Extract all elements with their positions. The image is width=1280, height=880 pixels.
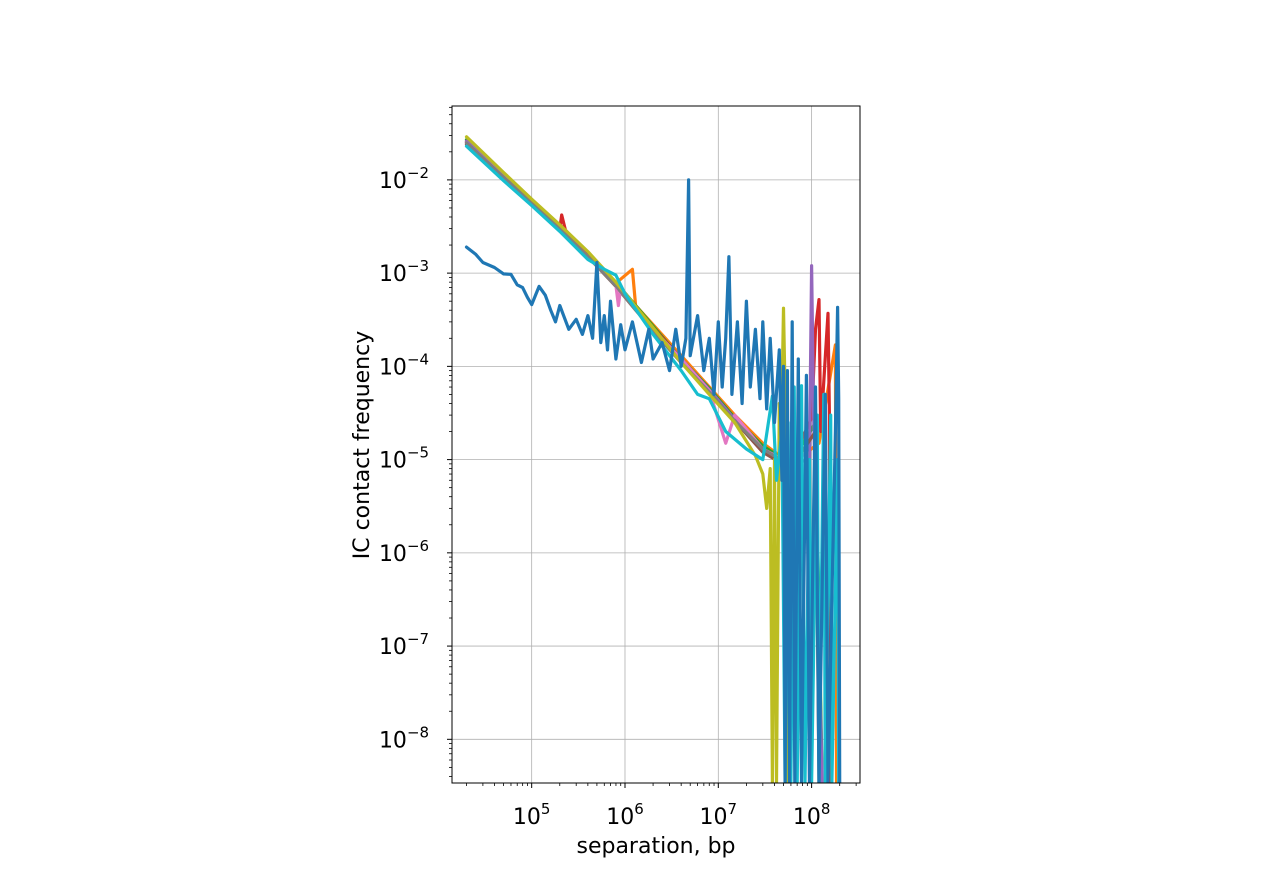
series-layer (464, 135, 842, 783)
x-axis-label: separation, bp (576, 834, 735, 859)
x-tick-label: 107 (700, 800, 738, 830)
y-tick-label: 10−7 (379, 630, 429, 660)
y-tick-label: 10−3 (379, 257, 429, 287)
plot-frame (451, 105, 861, 784)
y-tick-label: 10−4 (379, 350, 429, 380)
y-axis-label: IC contact frequency (350, 331, 375, 560)
ticks (447, 106, 857, 788)
y-tick-label: 10−6 (379, 537, 429, 567)
x-tick-label: 106 (606, 800, 644, 830)
y-tick-label: 10−8 (379, 723, 429, 753)
x-tick-label: 108 (793, 800, 831, 830)
x-tick-label: 105 (513, 800, 551, 830)
series-line-10 (464, 178, 842, 783)
y-tick-label: 10−2 (379, 164, 429, 194)
tick-labels: 105 106 107 108 10−2 10−3 10−4 10−5 10−6 10−7 10−8 (379, 164, 830, 830)
y-tick-label: 10−5 (379, 444, 429, 474)
